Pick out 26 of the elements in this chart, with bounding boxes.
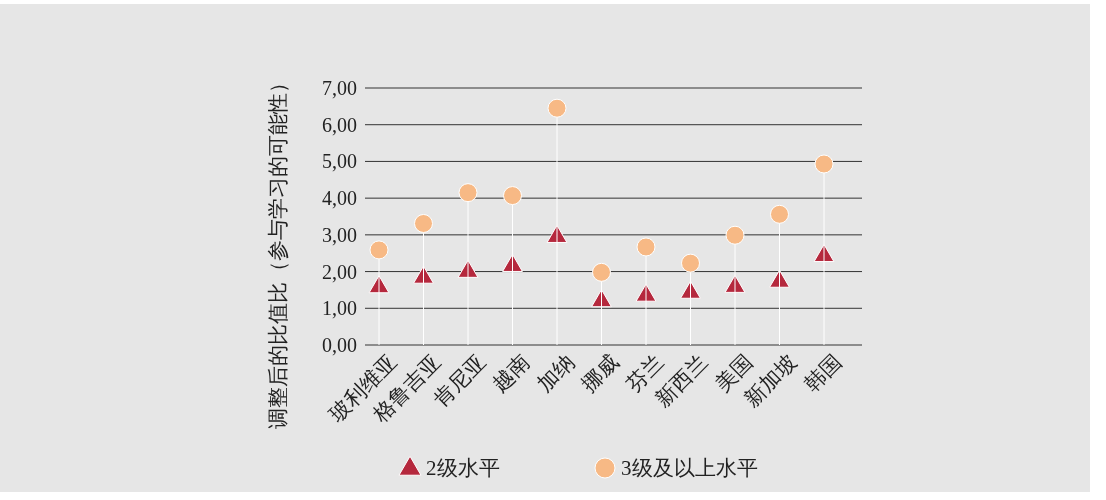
y-tick-label: 1,00 <box>322 297 357 320</box>
y-tick-label: 3,00 <box>322 223 357 246</box>
point <box>681 253 700 273</box>
point <box>547 98 567 118</box>
y-tick-label: 4,00 <box>322 187 357 210</box>
x-tick-label: 越南 <box>487 349 535 397</box>
x-tick-label: 加纳 <box>532 349 579 397</box>
point <box>725 225 745 245</box>
point <box>592 262 611 282</box>
point <box>503 186 522 206</box>
y-tick-label: 2,00 <box>322 260 357 283</box>
y-tick-label: 5,00 <box>322 150 357 173</box>
point <box>369 240 389 260</box>
point <box>458 183 478 203</box>
y-tick-label: 7,00 <box>322 77 357 99</box>
legend-label: 3级及以上水平 <box>621 456 758 481</box>
legend-label: 2级水平 <box>426 456 500 481</box>
x-tick-label: 韩国 <box>799 349 846 397</box>
x-tick-label: 挪威 <box>576 349 624 397</box>
y-tick-label: 6,00 <box>322 113 357 136</box>
point <box>814 154 834 174</box>
point <box>636 237 656 257</box>
point <box>414 213 433 233</box>
y-tick-label: 0,00 <box>322 334 357 356</box>
point <box>770 204 789 224</box>
y-axis-title: 调整后的比值比（参与学习的可能性） <box>266 71 290 429</box>
